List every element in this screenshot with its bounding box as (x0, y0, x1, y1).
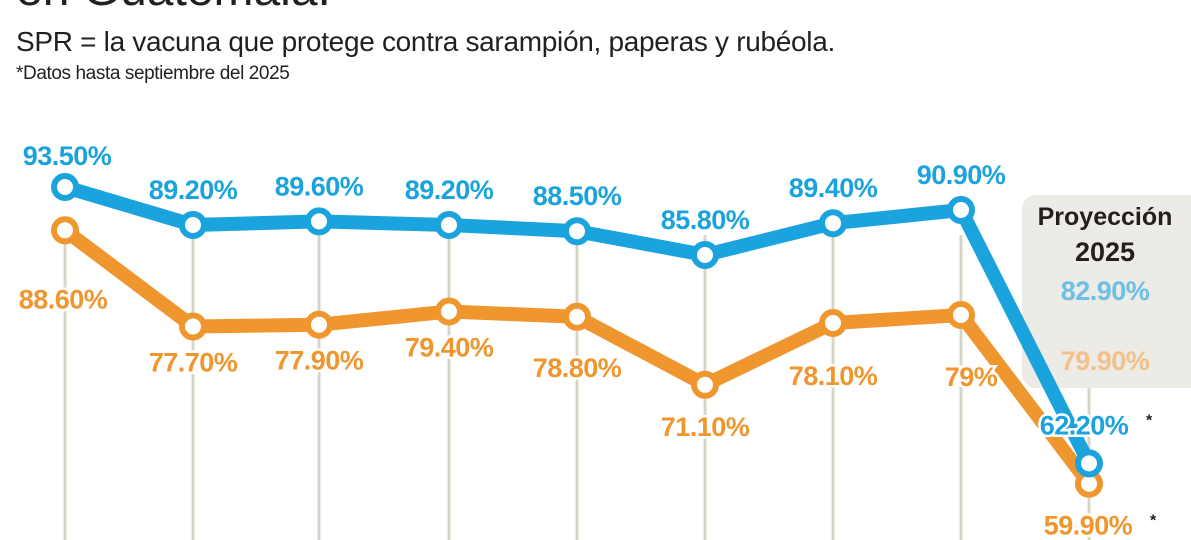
data-label: 88.50% (533, 181, 622, 211)
asterisk-marker: * (1146, 412, 1153, 429)
data-label: 90.90% (917, 160, 1006, 190)
footnote: *Datos hasta septiembre del 2025 (16, 63, 290, 84)
chart-title: en Guatemala. (16, 0, 331, 17)
data-point (691, 370, 719, 399)
data-label: 77.70% (149, 348, 238, 378)
data-label: 79.40% (405, 333, 494, 363)
data-label: 93.50% (23, 141, 112, 171)
data-label: 89.20% (405, 175, 494, 205)
data-point (435, 211, 463, 239)
asterisk-marker: * (1150, 513, 1157, 530)
data-point (819, 309, 847, 337)
projection-value-orange: 79.90% (1061, 346, 1150, 376)
data-point (563, 302, 591, 331)
data-point (179, 312, 207, 341)
data-point (691, 241, 719, 269)
data-point (305, 310, 333, 339)
data-label: 62.20% (1040, 410, 1129, 440)
data-point (435, 297, 463, 326)
data-point (819, 209, 847, 238)
data-label: 89.40% (789, 173, 878, 203)
projection-title-line2: 2025 (1075, 237, 1135, 267)
data-label: 89.20% (149, 175, 238, 205)
data-point (1075, 449, 1103, 478)
data-point (563, 217, 591, 246)
data-point (305, 207, 333, 236)
projection-value-blue: 82.90% (1061, 276, 1150, 306)
data-label: 59.90% (1044, 511, 1133, 540)
data-label: 85.80% (661, 205, 750, 235)
data-point (51, 173, 79, 201)
projection-background (1022, 195, 1191, 388)
chart-subtitle: SPR = la vacuna que protege contra saram… (16, 26, 835, 57)
data-point (947, 301, 975, 329)
data-label: 89.60% (275, 171, 364, 201)
data-label: 78.10% (789, 361, 878, 391)
data-label: 79% (945, 362, 998, 392)
data-label: 78.80% (533, 353, 622, 383)
data-point (947, 196, 975, 224)
data-point (51, 216, 79, 245)
data-label: 77.90% (275, 346, 364, 376)
projection-title-line1: Proyección (1038, 203, 1173, 231)
data-point (179, 211, 207, 239)
data-label: 71.10% (661, 412, 750, 442)
data-label: 88.60% (19, 284, 108, 314)
projection-box: Proyección 2025 82.90% 79.90% (1022, 195, 1191, 388)
